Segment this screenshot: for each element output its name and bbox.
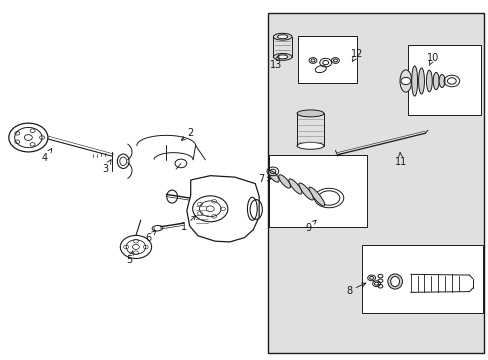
Bar xyxy=(407,45,480,115)
Bar xyxy=(267,13,483,353)
Ellipse shape xyxy=(288,179,301,194)
Text: 11: 11 xyxy=(394,153,407,167)
Ellipse shape xyxy=(277,55,287,59)
Circle shape xyxy=(400,77,410,85)
Text: 12: 12 xyxy=(350,49,363,62)
Ellipse shape xyxy=(418,68,424,94)
Ellipse shape xyxy=(278,175,290,188)
Ellipse shape xyxy=(411,66,417,96)
Text: 6: 6 xyxy=(145,231,156,243)
Bar xyxy=(361,245,482,313)
Ellipse shape xyxy=(399,70,411,92)
Ellipse shape xyxy=(438,75,444,87)
Text: 7: 7 xyxy=(258,174,270,184)
Ellipse shape xyxy=(273,33,291,40)
Text: 10: 10 xyxy=(426,53,438,66)
Ellipse shape xyxy=(268,171,279,182)
Bar xyxy=(268,155,366,227)
Bar xyxy=(298,36,356,83)
Ellipse shape xyxy=(277,35,287,39)
Ellipse shape xyxy=(297,142,323,149)
Ellipse shape xyxy=(298,183,313,200)
Text: 2: 2 xyxy=(181,128,193,140)
Ellipse shape xyxy=(432,72,438,90)
Text: 13: 13 xyxy=(269,55,282,70)
Ellipse shape xyxy=(273,53,291,60)
Text: 3: 3 xyxy=(102,160,111,174)
Ellipse shape xyxy=(308,187,324,206)
Ellipse shape xyxy=(387,274,402,289)
Ellipse shape xyxy=(297,110,323,117)
Text: 9: 9 xyxy=(305,220,316,233)
Text: 1: 1 xyxy=(181,216,195,232)
Text: 5: 5 xyxy=(126,251,133,265)
Ellipse shape xyxy=(426,70,431,92)
Text: 4: 4 xyxy=(42,149,52,163)
Ellipse shape xyxy=(390,276,399,287)
Text: 8: 8 xyxy=(346,283,365,296)
